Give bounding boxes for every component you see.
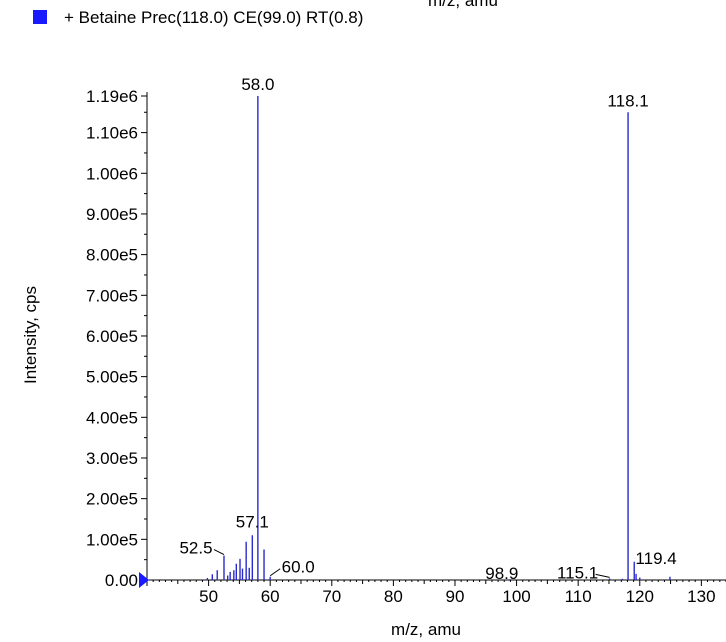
y-tick-label: 6.00e5 — [86, 327, 138, 346]
peak-labels: 58.0 118.1 57.1 52.5 119.4 60.0 98.9 115.1 — [179, 75, 676, 583]
y-tick-label: 1.19e6 — [86, 87, 138, 106]
y-tick-label: 1.00e6 — [86, 164, 138, 183]
x-tick-label: 50 — [199, 587, 218, 606]
zero-marker — [139, 572, 149, 588]
axes: 0.00 1.00e5 2.00e5 3.00e5 4.00e5 5.00e5 6.00e5… — [86, 87, 726, 606]
label-leader — [595, 573, 610, 578]
x-tick-label: 60 — [261, 587, 280, 606]
label-leader — [269, 568, 281, 577]
x-tick-label: 130 — [687, 587, 715, 606]
y-tick-label: 7.00e5 — [86, 286, 138, 305]
legend-label: + Betaine Prec(118.0) CE(99.0) RT(0.8) — [64, 8, 364, 27]
y-tick-label: 0.00 — [105, 571, 138, 590]
y-tick-label: 4.00e5 — [86, 408, 138, 427]
peak-label: 98.9 — [485, 564, 518, 583]
chart-legend: m/z, amu + Betaine Prec(118.0) CE(99.0) … — [30, 0, 650, 50]
y-tick-label: 9.00e5 — [86, 205, 138, 224]
y-tick-label: 3.00e5 — [86, 449, 138, 468]
peak-label: 52.5 — [179, 539, 212, 558]
peak-label: 60.0 — [282, 558, 315, 577]
x-tick-label: 90 — [446, 587, 465, 606]
label-leader — [213, 549, 225, 556]
legend-swatch — [33, 10, 47, 24]
y-axis-title: Intensity, cps — [21, 286, 40, 384]
x-tick-label: 80 — [384, 587, 403, 606]
x-tick-label: 70 — [322, 587, 341, 606]
peak-label: 57.1 — [236, 512, 269, 531]
peak-label: 118.1 — [607, 91, 648, 110]
clipped-axis-title: m/z, amu — [428, 0, 498, 10]
x-tick-label: 110 — [565, 587, 592, 606]
x-tick-label: 100 — [502, 587, 530, 606]
peak-label: 115.1 — [557, 563, 598, 582]
peak-label: 58.0 — [241, 75, 274, 94]
y-tick-label: 5.00e5 — [86, 368, 138, 387]
peak-label: 119.4 — [635, 549, 676, 568]
y-tick-label: 8.00e5 — [86, 246, 138, 265]
y-tick-label: 1.00e5 — [86, 530, 138, 549]
x-axis-title: m/z, amu — [391, 620, 461, 639]
peaks — [206, 96, 671, 580]
y-tick-label: 1.10e6 — [86, 124, 138, 143]
x-tick-label: 120 — [626, 587, 654, 606]
y-tick-label: 2.00e5 — [86, 490, 138, 509]
